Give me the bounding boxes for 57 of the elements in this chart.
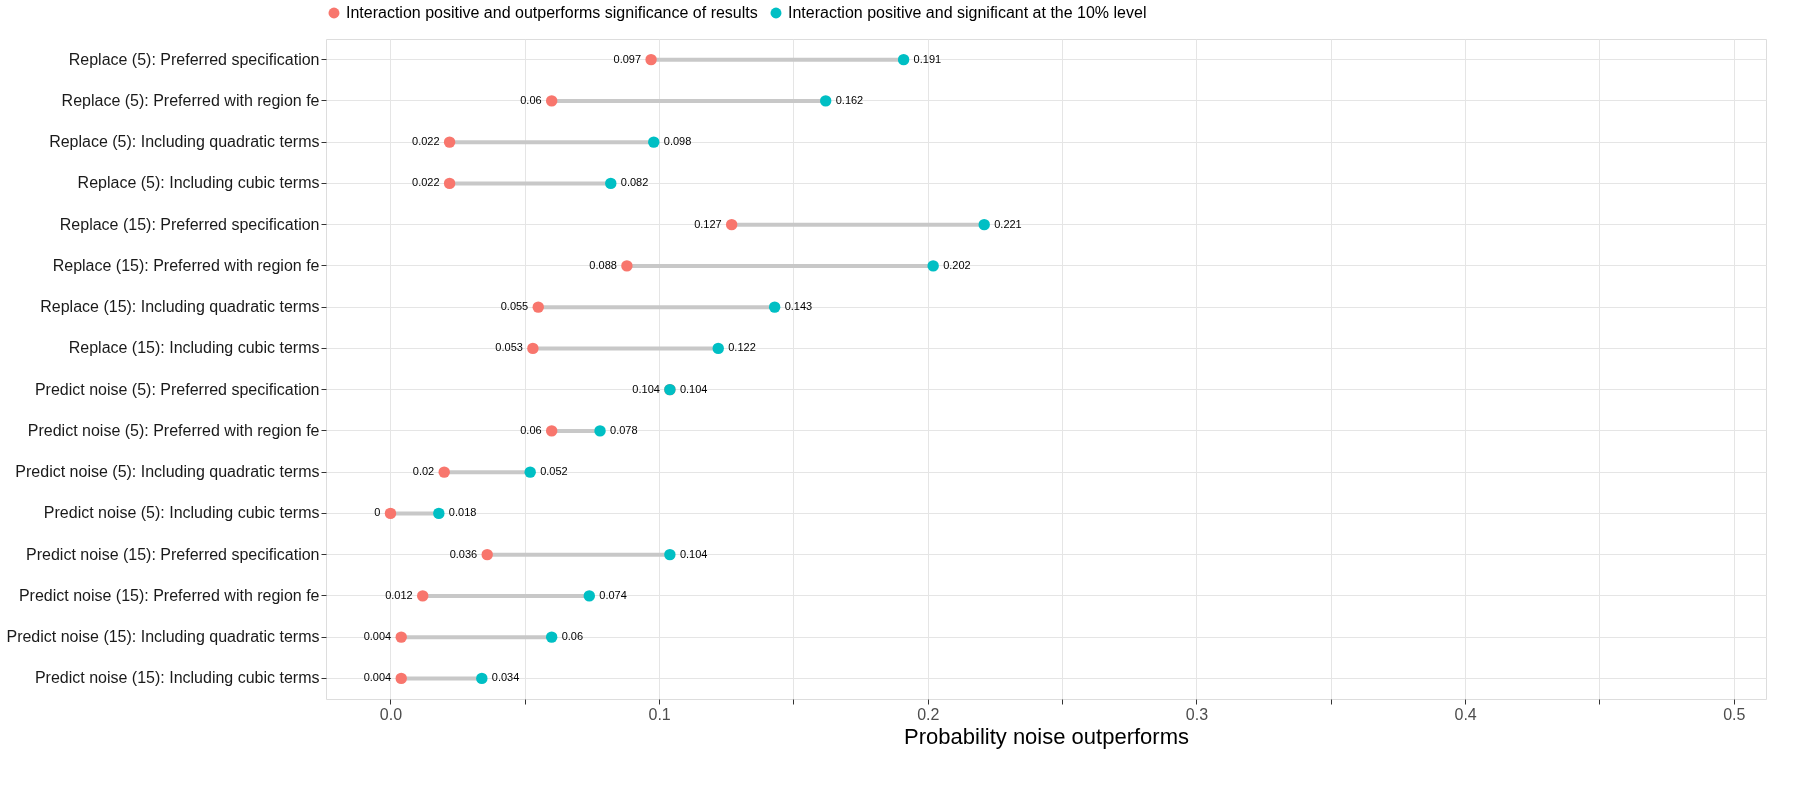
y-tick-label: Replace (5): Preferred specification (68, 50, 320, 68)
x-tick-label: 0.1 (648, 705, 671, 723)
x-tick-label: 0.0 (379, 705, 403, 723)
data-label: 0.02 (412, 465, 435, 478)
legend-label: Interaction positive and significant at the 10% level (788, 4, 1147, 21)
data-label: 0.053 (495, 341, 523, 354)
y-tick-label: Predict noise (5): Preferred with region fe (27, 421, 320, 439)
y-tick-label: Replace (15): Preferred with region fe (52, 256, 320, 274)
data-label: 0.034 (491, 671, 520, 684)
data-label: 0.074 (599, 588, 627, 601)
data-label: 0.122 (728, 341, 756, 354)
data-label: 0.004 (363, 671, 392, 684)
data-label: 0.202 (943, 258, 971, 271)
data-label: 0.018 (448, 506, 477, 519)
y-tick-label: Predict noise (5): Including cubic terms (43, 504, 320, 522)
data-label: 0.104 (679, 382, 708, 395)
data-label: 0.004 (363, 630, 392, 643)
data-label: 0.082 (620, 176, 649, 189)
data-label: 0.143 (784, 300, 813, 313)
data-label: 0.097 (613, 52, 642, 65)
y-tick-label: Replace (15): Preferred specification (59, 215, 320, 233)
data-label: 0.162 (835, 93, 864, 106)
data-label: 0.191 (913, 52, 942, 65)
x-tick-label: 0.3 (1185, 705, 1209, 723)
y-tick-label: Replace (15): Including quadratic terms (40, 298, 320, 316)
data-label: 0.055 (500, 300, 529, 313)
y-tick-label: Predict noise (5): Preferred specification (34, 380, 320, 398)
data-label: 0.022 (412, 176, 440, 189)
x-tick-label: 0.5 (1723, 705, 1746, 723)
y-tick-label: Replace (15): Including cubic terms (68, 339, 320, 357)
data-label: 0.022 (412, 135, 440, 148)
data-label: 0 (374, 506, 381, 519)
y-tick-label: Replace (5): Including cubic terms (77, 174, 320, 192)
x-tick-label: 0.2 (917, 705, 940, 723)
data-label: 0.036 (449, 547, 478, 560)
y-tick-label: Predict noise (15): Including cubic terms (34, 669, 320, 687)
data-label: 0.104 (632, 382, 660, 395)
legend-label: Interaction positive and outperforms significance of results (346, 4, 758, 21)
data-label: 0.221 (994, 217, 1022, 230)
data-label: 0.052 (540, 465, 568, 478)
y-tick-label: Replace (5): Including quadratic terms (49, 133, 320, 151)
data-label: 0.088 (589, 258, 617, 271)
y-tick-label: Replace (5): Preferred with region fe (61, 91, 320, 109)
data-label: 0.104 (679, 547, 708, 560)
data-label: 0.012 (385, 588, 413, 601)
data-label: 0.06 (561, 630, 584, 643)
data-label: 0.127 (694, 217, 722, 230)
data-label: 0.06 (520, 423, 542, 436)
data-label: 0.098 (663, 135, 692, 148)
y-tick-label: Predict noise (15): Preferred with region fe (18, 586, 320, 604)
x-axis-title: Probability noise outperforms (904, 723, 1189, 749)
y-tick-label: Predict noise (5): Including quadratic terms (15, 463, 320, 481)
data-label: 0.078 (610, 423, 638, 436)
x-tick-label: 0.4 (1454, 705, 1477, 723)
data-label: 0.06 (520, 93, 542, 106)
y-tick-label: Predict noise (15): Including quadratic terms (6, 628, 320, 646)
y-tick-label: Predict noise (15): Preferred specification (26, 545, 320, 563)
